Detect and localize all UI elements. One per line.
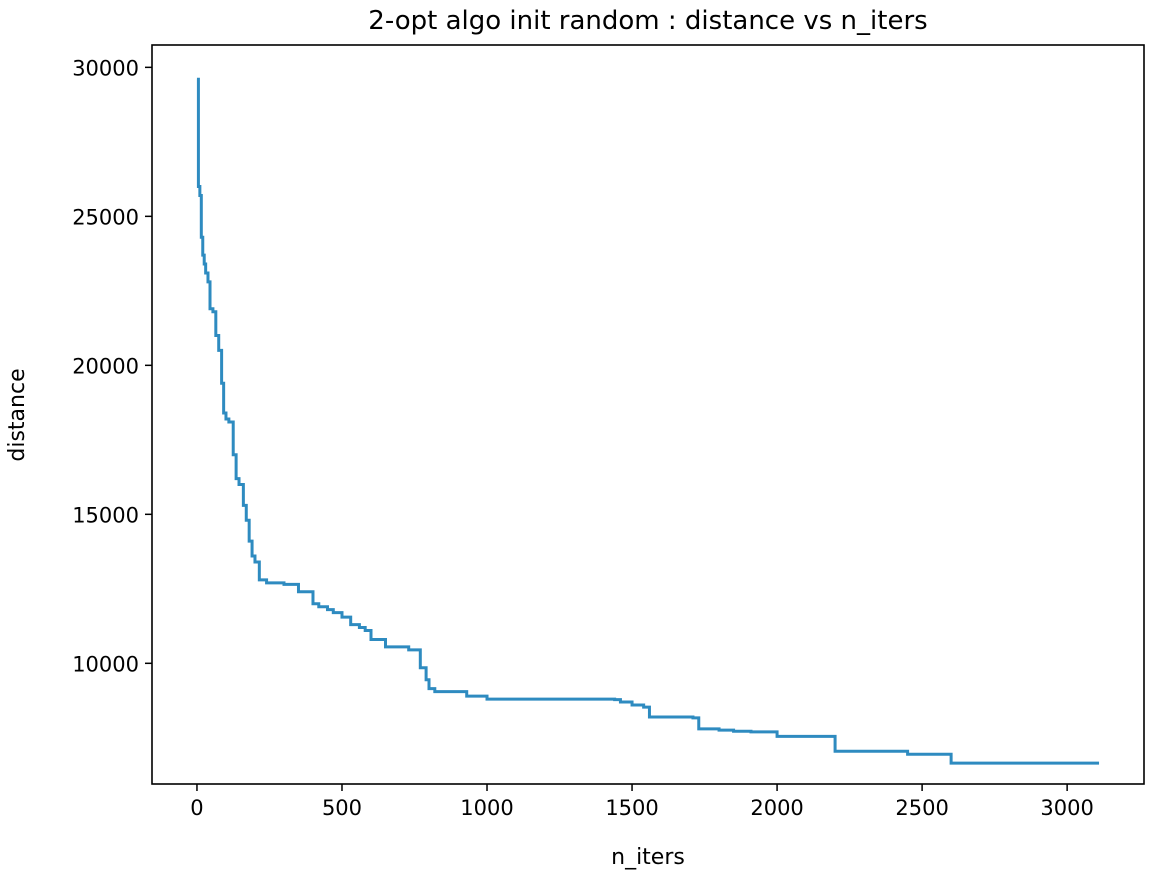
plot-area: [196, 77, 1100, 765]
y-tick-label: 10000: [72, 652, 139, 676]
x-tick-label: 1000: [460, 796, 513, 820]
plot-frame: [151, 44, 1145, 785]
y-axis: 10000 15000 20000 25000 30000: [72, 56, 152, 676]
x-axis: 0 500 1000 1500 2000 2500 3000: [190, 784, 1094, 820]
y-axis-label: distance: [5, 368, 30, 461]
y-tick-label: 30000: [72, 56, 139, 80]
chart-title: 2-opt algo init random : distance vs n_i…: [368, 6, 927, 36]
series-line-0: [196, 77, 1100, 765]
x-tick-label: 3000: [1040, 796, 1093, 820]
x-tick-label: 0: [190, 796, 203, 820]
x-tick-label: 500: [322, 796, 362, 820]
x-axis-label: n_iters: [611, 845, 685, 870]
y-tick-label: 25000: [72, 205, 139, 229]
y-tick-label: 15000: [72, 503, 139, 527]
x-tick-label: 1500: [605, 796, 658, 820]
y-tick-label: 20000: [72, 354, 139, 378]
x-tick-label: 2000: [750, 796, 803, 820]
x-tick-label: 2500: [895, 796, 948, 820]
